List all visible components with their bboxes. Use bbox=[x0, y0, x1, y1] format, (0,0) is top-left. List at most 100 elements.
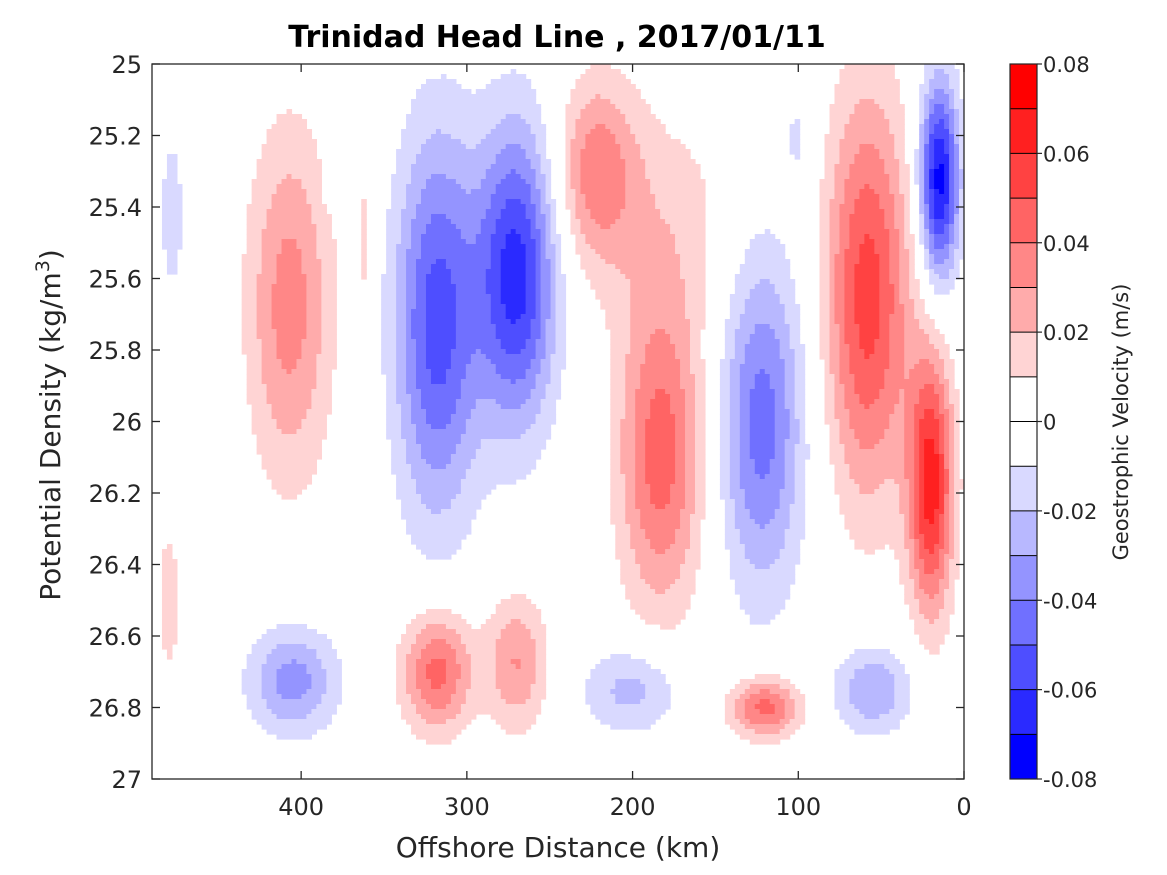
heatmap-cell bbox=[884, 434, 905, 440]
heatmap-cell bbox=[914, 509, 920, 515]
heatmap-cell bbox=[306, 304, 322, 310]
heatmap-cell bbox=[839, 159, 855, 165]
heatmap-cell bbox=[640, 154, 691, 160]
heatmap-cell bbox=[784, 544, 801, 550]
heatmap-cell bbox=[954, 214, 960, 220]
heatmap-cell bbox=[894, 214, 905, 220]
heatmap-cell bbox=[535, 144, 547, 150]
heatmap-cell bbox=[575, 244, 591, 250]
heatmap-cell bbox=[904, 529, 910, 535]
heatmap-cell bbox=[929, 139, 935, 145]
heatmap-cell bbox=[411, 474, 467, 480]
heatmap-cell bbox=[485, 284, 502, 290]
heatmap-cell bbox=[455, 404, 477, 410]
heatmap-cell bbox=[949, 119, 955, 125]
heatmap-cell bbox=[934, 444, 940, 450]
heatmap-cell bbox=[954, 404, 960, 410]
heatmap-cell bbox=[406, 284, 417, 290]
heatmap-cell bbox=[565, 154, 572, 160]
heatmap-cell bbox=[939, 444, 945, 450]
heatmap-cell bbox=[854, 429, 885, 435]
heatmap-cell bbox=[759, 369, 766, 375]
heatmap-cell bbox=[774, 449, 786, 455]
heatmap-cell bbox=[944, 434, 950, 440]
heatmap-cell bbox=[929, 229, 935, 235]
heatmap-cell bbox=[276, 689, 308, 695]
heatmap-cell bbox=[914, 539, 920, 545]
heatmap-cell bbox=[739, 439, 751, 445]
heatmap-cell bbox=[909, 509, 915, 515]
heatmap-cell bbox=[685, 484, 696, 490]
heatmap-cell bbox=[849, 229, 890, 235]
heatmap-cell bbox=[834, 254, 846, 260]
heatmap-cell bbox=[685, 454, 696, 460]
heatmap-cell bbox=[301, 259, 322, 265]
heatmap-cell bbox=[490, 129, 532, 135]
heatmap-cell bbox=[625, 114, 656, 120]
heatmap-cell bbox=[241, 299, 258, 305]
heatmap-cell bbox=[759, 699, 771, 705]
heatmap-cell bbox=[540, 254, 547, 260]
heatmap-cell bbox=[411, 104, 542, 110]
heatmap-cell bbox=[854, 274, 880, 280]
heatmap-cell bbox=[794, 704, 806, 710]
heatmap-cell bbox=[550, 309, 557, 315]
heatmap-cell bbox=[620, 429, 636, 435]
heatmap-cell bbox=[416, 614, 462, 620]
heatmap-cell bbox=[640, 369, 681, 375]
heatmap-cell bbox=[450, 134, 487, 140]
heatmap-cell bbox=[789, 144, 801, 150]
heatmap-cell bbox=[580, 189, 626, 195]
heatmap-cell bbox=[411, 174, 432, 180]
heatmap-cell bbox=[934, 94, 950, 100]
heatmap-cell bbox=[909, 269, 915, 275]
heatmap-cell bbox=[535, 254, 542, 260]
heatmap-cell bbox=[829, 244, 841, 250]
heatmap-cell bbox=[296, 239, 317, 245]
heatmap-cell bbox=[595, 249, 676, 255]
heatmap-cell bbox=[525, 299, 537, 305]
heatmap-cell bbox=[580, 184, 626, 190]
heatmap-cell bbox=[844, 249, 860, 255]
heatmap-cell bbox=[685, 559, 701, 565]
heatmap-cell bbox=[500, 634, 532, 640]
heatmap-cell bbox=[749, 424, 776, 430]
heatmap-cell bbox=[640, 514, 681, 520]
heatmap-cell bbox=[406, 624, 427, 630]
heatmap-cell bbox=[894, 699, 910, 705]
heatmap-cell bbox=[261, 264, 278, 270]
heatmap-cell bbox=[535, 349, 547, 355]
heatmap-cell bbox=[610, 334, 631, 340]
heatmap-cell bbox=[924, 184, 930, 190]
heatmap-cell bbox=[909, 484, 915, 490]
heatmap-cell bbox=[954, 134, 960, 140]
heatmap-cell bbox=[241, 689, 263, 695]
heatmap-cell bbox=[465, 239, 477, 245]
heatmap-cell bbox=[281, 359, 298, 365]
heatmap-cell bbox=[904, 449, 915, 455]
heatmap-cell bbox=[844, 329, 860, 335]
heatmap-cell bbox=[610, 499, 626, 505]
heatmap-cell bbox=[759, 279, 771, 285]
heatmap-cell bbox=[565, 104, 586, 110]
heatmap-cell bbox=[919, 84, 930, 90]
heatmap-cell bbox=[949, 159, 955, 165]
heatmap-cell bbox=[929, 189, 935, 195]
heatmap-cell bbox=[610, 384, 626, 390]
heatmap-cell bbox=[401, 714, 422, 720]
heatmap-cell bbox=[859, 339, 875, 345]
heatmap-cell bbox=[904, 469, 915, 475]
heatmap-cell bbox=[739, 324, 756, 330]
heatmap-cell bbox=[301, 269, 322, 275]
heatmap-cell bbox=[849, 684, 895, 690]
heatmap-cell bbox=[824, 389, 836, 395]
heatmap-cell bbox=[545, 329, 557, 335]
heatmap-cell bbox=[625, 184, 651, 190]
heatmap-cell bbox=[411, 644, 427, 650]
heatmap-cell bbox=[610, 394, 626, 400]
heatmap-cell bbox=[944, 509, 950, 515]
heatmap-cell bbox=[630, 309, 686, 315]
heatmap-cell bbox=[784, 319, 801, 325]
heatmap-cell bbox=[411, 419, 427, 425]
heatmap-cell bbox=[465, 649, 497, 655]
